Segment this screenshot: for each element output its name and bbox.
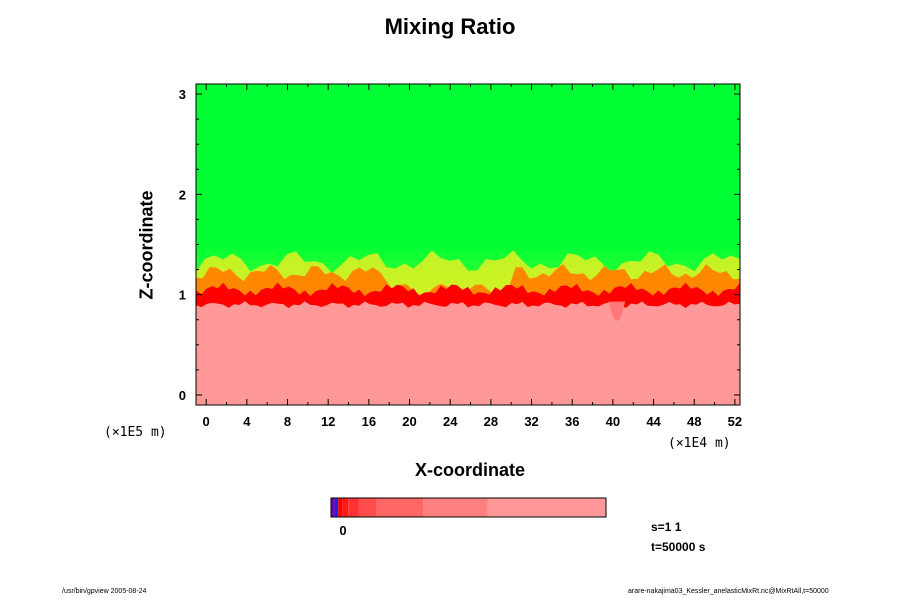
x-tick-label: 36 xyxy=(565,414,579,429)
y-tick-label: 3 xyxy=(179,87,186,102)
colorbar-segment xyxy=(338,498,343,517)
x-scale-note: (×1E4 m) xyxy=(668,436,731,451)
x-tick-label: 20 xyxy=(402,414,416,429)
colorbar-segment xyxy=(342,498,349,517)
colorbar-segment xyxy=(487,498,606,517)
chart-title: Mixing Ratio xyxy=(384,14,516,39)
colorbar-segment xyxy=(331,498,335,517)
colorbar-segment xyxy=(358,498,377,517)
x-axis-label: X-coordinate xyxy=(414,460,525,480)
colorbar-frame xyxy=(330,497,607,518)
time-annotation: t=50000 s xyxy=(651,540,706,554)
colorbar-segment xyxy=(348,498,359,517)
region-surface-layer xyxy=(196,301,740,405)
colorbar: 0 xyxy=(330,497,607,538)
x-tick-label: 12 xyxy=(321,414,335,429)
x-tick-label: 48 xyxy=(687,414,701,429)
scale-annotation: s=1 1 xyxy=(651,520,682,534)
y-tick-label: 0 xyxy=(179,388,186,403)
x-tick-label: 0 xyxy=(203,414,210,429)
x-tick-label: 8 xyxy=(284,414,291,429)
x-tick-label: 16 xyxy=(362,414,376,429)
y-tick-label: 1 xyxy=(179,288,186,303)
x-tick-label: 24 xyxy=(443,414,458,429)
footer-source: arare-nakajima03_Kessler_anelasticMixRt.… xyxy=(628,588,829,595)
colorbar-tick-label: 0 xyxy=(339,523,346,538)
x-tick-label: 28 xyxy=(484,414,498,429)
y-scale-note: (×1E5 m) xyxy=(104,425,167,440)
colorbar-segment xyxy=(334,498,339,517)
y-tick-label: 2 xyxy=(179,187,186,202)
x-tick-label: 52 xyxy=(728,414,742,429)
plume-dip xyxy=(608,301,626,321)
y-axis-label: Z-coordinate xyxy=(136,190,157,300)
colorbar-segment xyxy=(423,498,488,517)
x-tick-label: 4 xyxy=(243,414,251,429)
plot-area xyxy=(196,84,740,405)
footer-command: /usr/bin/gpview 2005-08-24 xyxy=(62,588,147,595)
x-tick-label: 44 xyxy=(646,414,661,429)
x-tick-label: 40 xyxy=(606,414,620,429)
x-tick-label: 32 xyxy=(524,414,538,429)
colorbar-segment xyxy=(376,498,424,517)
